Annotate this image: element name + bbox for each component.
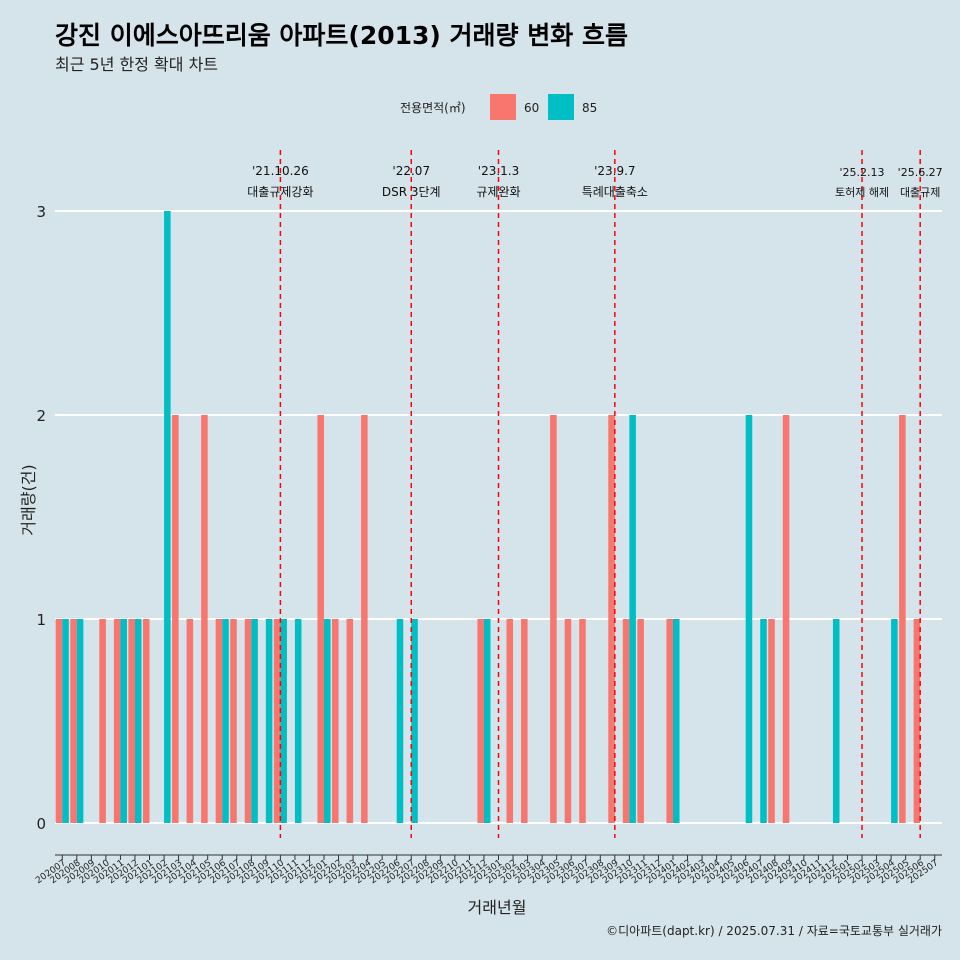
y-tick-label: 0: [36, 815, 46, 833]
event-name-label: 규제완화: [476, 185, 520, 199]
event-date-label: '21.10.26: [252, 164, 309, 178]
bar-85-202106: [222, 619, 229, 823]
bar-60-202203: [346, 619, 354, 823]
bar-85-202206: [396, 619, 404, 823]
y-tick-label: 1: [36, 611, 46, 629]
bar-60-202110: [273, 619, 281, 823]
bar-60-202311: [637, 619, 644, 823]
bar-60-202409: [782, 415, 790, 823]
bar-60-202306: [564, 619, 572, 823]
legend-title: 전용면적(㎡): [400, 101, 466, 115]
bar-60-202007: [55, 619, 63, 823]
legend-swatch-60: [490, 94, 516, 120]
legend-label-60: 60: [524, 101, 539, 115]
bar-85-202504: [891, 619, 898, 823]
event-markers: '21.10.26 대출규제강화 '22.07 DSR 3단계 '23.1.3 규제완화 '…: [247, 150, 943, 838]
y-tick-label: 2: [36, 407, 46, 425]
bar-60-202010: [99, 619, 106, 823]
event-date-label: '23.1.3: [478, 164, 519, 178]
y-axis-title: 거래량(건): [19, 464, 38, 535]
event-name-label: DSR 3단계: [382, 185, 441, 199]
bar-85-202102: [164, 211, 171, 823]
event-date-label: '23.9.7: [594, 164, 635, 178]
bar-60-202204: [361, 415, 368, 823]
bar-60-202305: [550, 415, 557, 823]
bar-60-202505: [899, 415, 906, 823]
bar-60-202309: [608, 415, 615, 823]
bar-85-202110: [280, 619, 287, 823]
bar-85-202011: [120, 619, 127, 823]
bar-85-202012: [134, 619, 142, 823]
event-name-label: 토허제 해제: [835, 185, 889, 199]
event-date-label: '25.6.27: [898, 166, 943, 179]
chart-subtitle: 최근 5년 한정 확대 차트: [55, 55, 218, 74]
bar-60-202103: [172, 415, 179, 823]
bar-60-202106: [215, 619, 223, 823]
bar-60-202008: [70, 619, 77, 823]
bar-60-202101: [142, 619, 150, 823]
bar-60-202506: [913, 619, 921, 823]
event-date-label: '25.2.13: [840, 166, 885, 179]
bar-85-202111: [294, 619, 302, 823]
bar-60-202011: [113, 619, 121, 823]
bar-60-202310: [622, 619, 630, 823]
bar-60-202408: [768, 619, 775, 823]
bar-60-202202: [332, 619, 339, 823]
bar-85-202201: [324, 619, 331, 823]
y-tick-label: 3: [36, 203, 46, 221]
bar-60-202302: [506, 619, 514, 823]
chart-title: 강진 이에스아뜨리움 아파트(2013) 거래량 변화 흐름: [55, 21, 628, 50]
event-name-label: 대출규제: [900, 186, 940, 199]
event-date-label: '22.07: [392, 164, 430, 178]
bar-85-202207: [411, 619, 418, 823]
event-name-label: 특례대출축소: [582, 185, 648, 199]
bar-60-202401: [666, 619, 673, 823]
bar-85-202310: [629, 415, 636, 823]
bar-60-202303: [521, 619, 528, 823]
bar-60-202012: [128, 619, 135, 823]
bar-85-202008: [76, 619, 84, 823]
bar-60-202104: [186, 619, 194, 823]
bar-85-202108: [251, 619, 258, 823]
bar-60-202307: [579, 619, 586, 823]
bar-60-202105: [201, 415, 208, 823]
bar-60-202212: [477, 619, 484, 823]
bar-85-202212: [483, 619, 491, 823]
x-axis: 2020072020082020092020102020112020122021…: [34, 854, 942, 886]
bar-85-202407: [760, 619, 767, 823]
bar-60-202108: [244, 619, 252, 823]
bar-85-202412: [832, 619, 840, 823]
legend-label-85: 85: [582, 101, 597, 115]
legend-swatch-85: [548, 94, 574, 120]
bar-85-202401: [672, 619, 680, 823]
bar-85-202109: [265, 619, 273, 823]
bar-85-202007: [62, 619, 69, 823]
bar-60-202201: [317, 415, 325, 823]
y-axis-ticks: 0 1 2 3: [36, 203, 46, 833]
bars: [55, 211, 921, 823]
x-axis-title: 거래년월: [468, 898, 527, 917]
bar-85-202406: [745, 415, 753, 823]
event-name-label: 대출규제강화: [247, 185, 313, 199]
legend: 전용면적(㎡) 60 85: [400, 94, 597, 120]
source-caption: ©디아파트(dapt.kr) / 2025.07.31 / 자료=국토교통부 실…: [606, 924, 942, 938]
bar-60-202107: [230, 619, 237, 823]
